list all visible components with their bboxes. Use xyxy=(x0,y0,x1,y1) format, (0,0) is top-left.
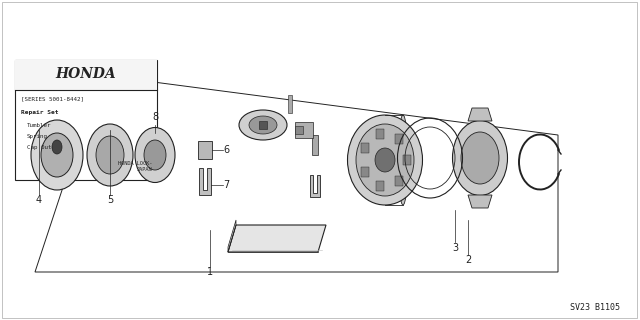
Ellipse shape xyxy=(348,115,422,205)
Text: 3: 3 xyxy=(452,243,458,253)
Ellipse shape xyxy=(249,116,277,134)
Ellipse shape xyxy=(452,121,508,196)
Bar xyxy=(376,181,384,191)
Text: Spring: Spring xyxy=(27,134,48,139)
Polygon shape xyxy=(468,195,492,208)
Text: 6: 6 xyxy=(223,145,229,155)
Ellipse shape xyxy=(135,127,175,182)
FancyBboxPatch shape xyxy=(295,122,313,138)
Ellipse shape xyxy=(239,110,287,140)
Text: SV23 B1105: SV23 B1105 xyxy=(570,303,620,312)
Polygon shape xyxy=(228,220,236,252)
Text: HONDA: HONDA xyxy=(56,67,116,81)
Polygon shape xyxy=(199,168,211,195)
Ellipse shape xyxy=(356,124,414,196)
Ellipse shape xyxy=(398,115,408,205)
Text: 5: 5 xyxy=(107,195,113,205)
Text: Repair Set: Repair Set xyxy=(21,110,58,115)
Ellipse shape xyxy=(41,133,73,177)
Text: 7: 7 xyxy=(223,180,229,190)
Bar xyxy=(15,60,157,180)
Text: Tumbler: Tumbler xyxy=(27,123,51,128)
Text: HONDA LOCK-
JAPAN: HONDA LOCK- JAPAN xyxy=(118,161,152,172)
Ellipse shape xyxy=(461,132,499,184)
Ellipse shape xyxy=(31,120,83,190)
Bar xyxy=(15,60,157,90)
Bar xyxy=(395,134,403,144)
Bar xyxy=(376,129,384,139)
Bar xyxy=(295,126,303,134)
Text: 4: 4 xyxy=(36,195,42,205)
Text: 8: 8 xyxy=(152,112,158,122)
Text: 1: 1 xyxy=(207,267,213,277)
Polygon shape xyxy=(310,175,320,197)
Ellipse shape xyxy=(375,148,395,172)
Bar xyxy=(259,121,267,129)
Bar xyxy=(361,143,369,153)
Text: [SERIES 5001-8442]: [SERIES 5001-8442] xyxy=(21,96,84,101)
Bar xyxy=(288,95,292,113)
Bar xyxy=(395,176,403,186)
Ellipse shape xyxy=(144,140,166,170)
Bar xyxy=(361,167,369,177)
Text: 2: 2 xyxy=(465,255,471,265)
Ellipse shape xyxy=(52,140,62,154)
Ellipse shape xyxy=(87,124,133,186)
Polygon shape xyxy=(468,108,492,121)
Ellipse shape xyxy=(96,136,124,174)
Bar xyxy=(198,141,212,159)
Polygon shape xyxy=(228,225,326,252)
Bar xyxy=(312,135,318,155)
Text: Cap Outer: Cap Outer xyxy=(27,145,58,150)
Bar xyxy=(403,155,411,165)
